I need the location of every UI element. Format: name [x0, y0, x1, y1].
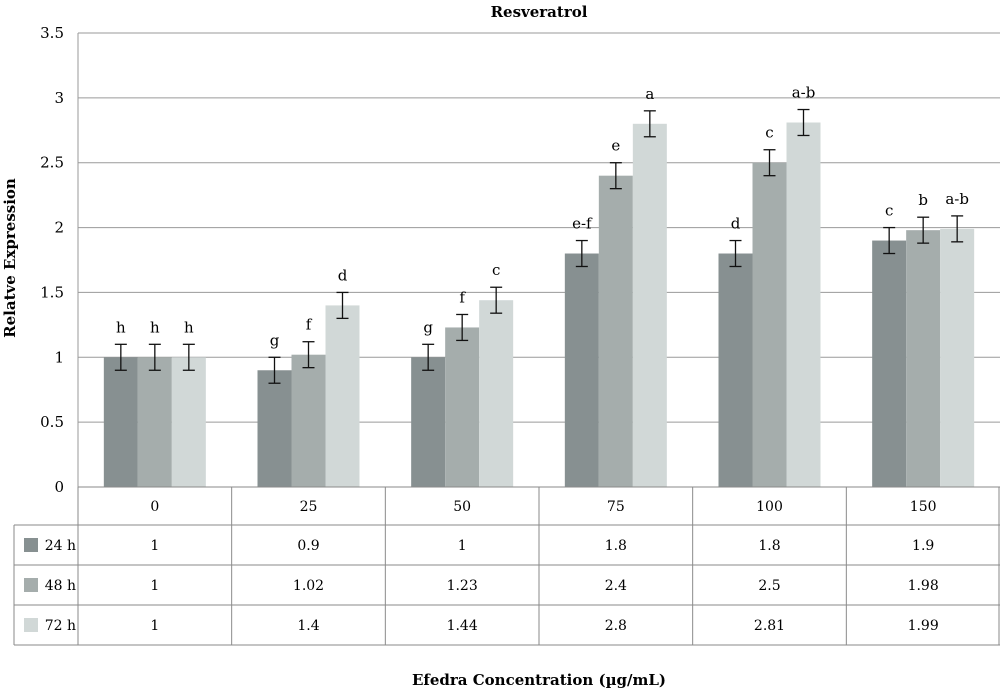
legend-swatch	[24, 618, 38, 632]
significance-label: d	[338, 266, 348, 284]
bar	[291, 354, 326, 487]
table-cell: 1.8	[605, 538, 627, 554]
bar	[103, 357, 138, 487]
legend-label: 48 h	[45, 578, 76, 594]
y-tick-label: 2.5	[40, 154, 64, 172]
significance-label: g	[270, 331, 280, 349]
significance-label: e	[611, 137, 620, 155]
bar	[752, 162, 787, 487]
table-cell: 1	[150, 538, 159, 554]
table-cell: 1.44	[447, 618, 478, 634]
y-tick-label: 1	[54, 348, 64, 366]
legend-swatch	[24, 578, 38, 592]
significance-label: f	[459, 288, 466, 306]
x-category-label: 100	[756, 499, 783, 515]
significance-label: b	[918, 191, 928, 209]
y-tick-label: 1.5	[40, 283, 64, 301]
legend-label: 72 h	[45, 618, 76, 634]
significance-label: h	[150, 318, 160, 336]
table-cell: 1.4	[297, 618, 319, 634]
table-cell: 2.4	[605, 578, 627, 594]
significance-label: a-b	[945, 190, 969, 208]
table-cell: 1.9	[912, 538, 934, 554]
significance-label: h	[116, 318, 126, 336]
x-category-label: 0	[150, 499, 159, 515]
bar	[632, 123, 667, 488]
y-tick-label: 3	[54, 89, 64, 107]
bar	[564, 253, 599, 487]
table-cell: 1.02	[293, 578, 324, 594]
bar	[171, 357, 206, 487]
significance-label: f	[306, 316, 313, 334]
table-cell: 2.5	[758, 578, 780, 594]
significance-label: c	[885, 202, 893, 220]
table-cell: 1.99	[908, 618, 939, 634]
table-cell: 1.23	[447, 578, 478, 594]
significance-label: c	[492, 261, 500, 279]
significance-label: h	[184, 318, 194, 336]
bar	[325, 305, 360, 487]
table-cell: 1	[150, 578, 159, 594]
legend-swatch	[24, 538, 38, 552]
x-category-label: 50	[453, 499, 471, 515]
significance-label: a	[645, 85, 654, 103]
x-category-label: 75	[607, 499, 625, 515]
bar	[786, 122, 821, 487]
table-cell: 1.8	[758, 538, 780, 554]
significance-label: a-b	[792, 84, 816, 102]
y-axis-label: Relatve Expression	[1, 178, 19, 338]
chart-title: Resveratrol	[491, 3, 588, 21]
table-cell: 1	[458, 538, 467, 554]
bar	[940, 228, 975, 487]
gridlines: 0 0.5 1 1.5 2 2.5 3 3.5	[40, 24, 1000, 496]
significance-label: c	[765, 124, 773, 142]
bars: h g g e-f d c h f f e c b h d c a a-b a-b	[103, 84, 975, 488]
significance-label: d	[731, 215, 741, 233]
bar	[718, 253, 753, 487]
x-category-label: 25	[300, 499, 318, 515]
table-cell: 2.8	[605, 618, 627, 634]
y-tick-label: 0.5	[40, 413, 64, 431]
bar	[445, 327, 480, 487]
table-cell: 1	[150, 618, 159, 634]
significance-label: g	[423, 318, 433, 336]
data-table: 0 25 50 75 100 150 24 h 1 0.9 1 1.8 1.8 1.9 48 h 1 1.02…	[13, 486, 1000, 646]
y-tick-label: 0	[54, 478, 64, 496]
bar	[411, 357, 446, 487]
bar	[598, 175, 633, 487]
bar	[137, 357, 172, 487]
bar	[257, 370, 292, 487]
y-tick-label: 3.5	[40, 24, 64, 42]
legend-label: 24 h	[45, 538, 76, 554]
y-tick-label: 2	[54, 219, 64, 237]
bar	[479, 300, 514, 487]
table-cell: 2.81	[754, 618, 785, 634]
x-axis-label: Efedra Concentration (µg/mL)	[412, 671, 666, 689]
table-cell: 1.98	[908, 578, 939, 594]
bar	[906, 230, 941, 487]
significance-label: e-f	[572, 215, 593, 233]
bar	[872, 240, 907, 487]
table-cell: 0.9	[297, 538, 319, 554]
x-category-label: 150	[910, 499, 937, 515]
